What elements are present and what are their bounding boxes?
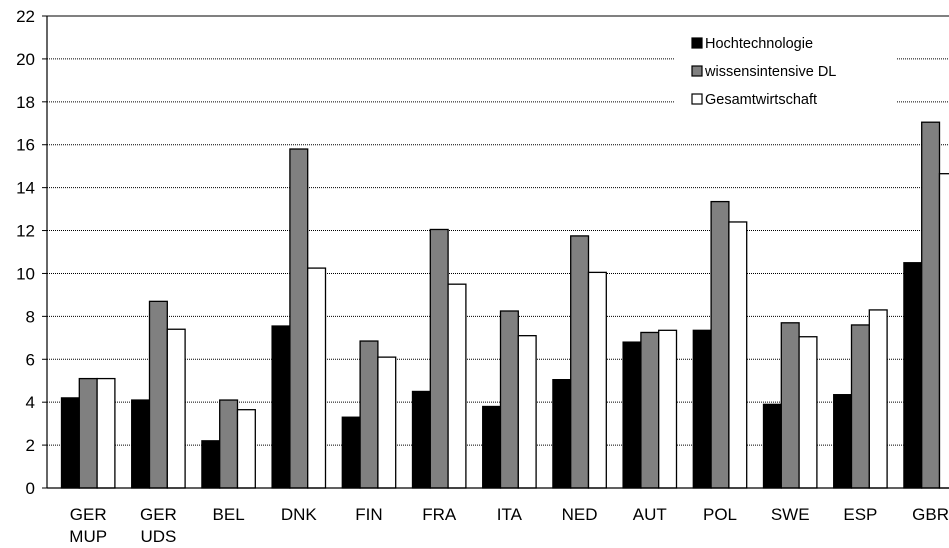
- category-label: DNK: [281, 505, 318, 524]
- category-label: GBR: [912, 505, 949, 524]
- bar-1-10: [692, 329, 712, 489]
- bar-1-13: [903, 262, 923, 489]
- bar-1-2: [131, 399, 151, 489]
- bar-3-5: [377, 356, 397, 489]
- bar-1-1: [60, 397, 80, 489]
- bar-1-4: [271, 325, 291, 489]
- bar-2-1: [78, 377, 98, 489]
- category-label: NED: [562, 505, 598, 524]
- bar-3-6: [447, 283, 467, 489]
- y-tick-label: 0: [26, 479, 35, 498]
- bar-3-11: [798, 336, 818, 489]
- bar-3-3: [236, 409, 256, 489]
- y-tick-label: 12: [16, 222, 35, 241]
- y-tick-label: 2: [26, 436, 35, 455]
- y-tick-label: 18: [16, 93, 35, 112]
- bar-2-8: [570, 235, 590, 489]
- category-label: POL: [703, 505, 737, 524]
- axes: [46, 15, 949, 489]
- y-tick-label: 8: [26, 307, 35, 326]
- y-tick-label: 20: [16, 50, 35, 69]
- bar-1-6: [411, 390, 431, 489]
- bar-2-4: [289, 148, 309, 489]
- bar-2-9: [640, 331, 660, 489]
- bar-2-2: [148, 300, 168, 489]
- legend-label: Hochtechnologie: [705, 36, 813, 52]
- bar-2-5: [359, 340, 379, 489]
- bar-2-13: [921, 121, 941, 489]
- y-tick-label: 22: [16, 7, 35, 26]
- category-label: ESP: [843, 505, 877, 524]
- legend-swatch: [691, 65, 703, 77]
- y-tick-label: 14: [16, 179, 35, 198]
- y-tick-label: 4: [26, 393, 35, 412]
- bar-3-13: [938, 173, 949, 489]
- y-tick-label: 6: [26, 350, 35, 369]
- bar-3-4: [307, 267, 327, 489]
- legend-swatch: [691, 37, 703, 49]
- bar-1-5: [341, 416, 361, 489]
- bar-3-10: [728, 221, 748, 489]
- y-tick-labels: 0 2 4 6 8 10 12 14 16 18 20 22: [16, 7, 47, 498]
- legend: Hochtechnologie wissensintensive DL Gesamt…: [675, 28, 897, 126]
- legend-label: Gesamtwirtschaft: [705, 92, 817, 108]
- bar-1-9: [622, 341, 642, 489]
- bar-1-8: [552, 379, 572, 489]
- legend-swatch: [691, 93, 703, 105]
- legend-label: wissensintensive DL: [704, 64, 836, 80]
- bar-2-12: [850, 324, 870, 489]
- bar-3-1: [96, 377, 116, 489]
- category-label: AUT: [633, 505, 667, 524]
- bar-3-2: [166, 328, 186, 489]
- bar-1-11: [762, 403, 782, 489]
- bar-3-9: [658, 329, 678, 489]
- category-label: SWE: [771, 505, 810, 524]
- y-tick-label: 10: [16, 264, 35, 283]
- x-category-labels: GER MUP GER UDS BEL DNK FIN FRA ITA NED AUT POL SWE E…: [69, 505, 949, 546]
- bar-2-7: [499, 310, 519, 489]
- bar-1-3: [201, 440, 221, 489]
- category-label: BEL: [213, 505, 245, 524]
- bar-1-12: [833, 394, 853, 489]
- category-label: GER: [70, 505, 107, 524]
- bar-2-3: [219, 399, 239, 489]
- bar-3-7: [517, 335, 537, 489]
- bar-2-11: [780, 322, 800, 489]
- gridlines: [47, 15, 949, 446]
- category-label: GER: [140, 505, 177, 524]
- bar-3-8: [587, 271, 607, 489]
- category-label: FIN: [355, 505, 382, 524]
- category-label: ITA: [497, 505, 523, 524]
- bar-2-10: [710, 200, 730, 489]
- bar-1-7: [482, 405, 502, 489]
- bars: [60, 121, 949, 489]
- category-label: FRA: [422, 505, 457, 524]
- category-label: MUP: [69, 527, 107, 546]
- legend-background: [675, 28, 897, 126]
- bar-2-6: [429, 228, 449, 489]
- bar-3-12: [868, 309, 888, 489]
- y-tick-label: 16: [16, 136, 35, 155]
- category-label: UDS: [140, 527, 176, 546]
